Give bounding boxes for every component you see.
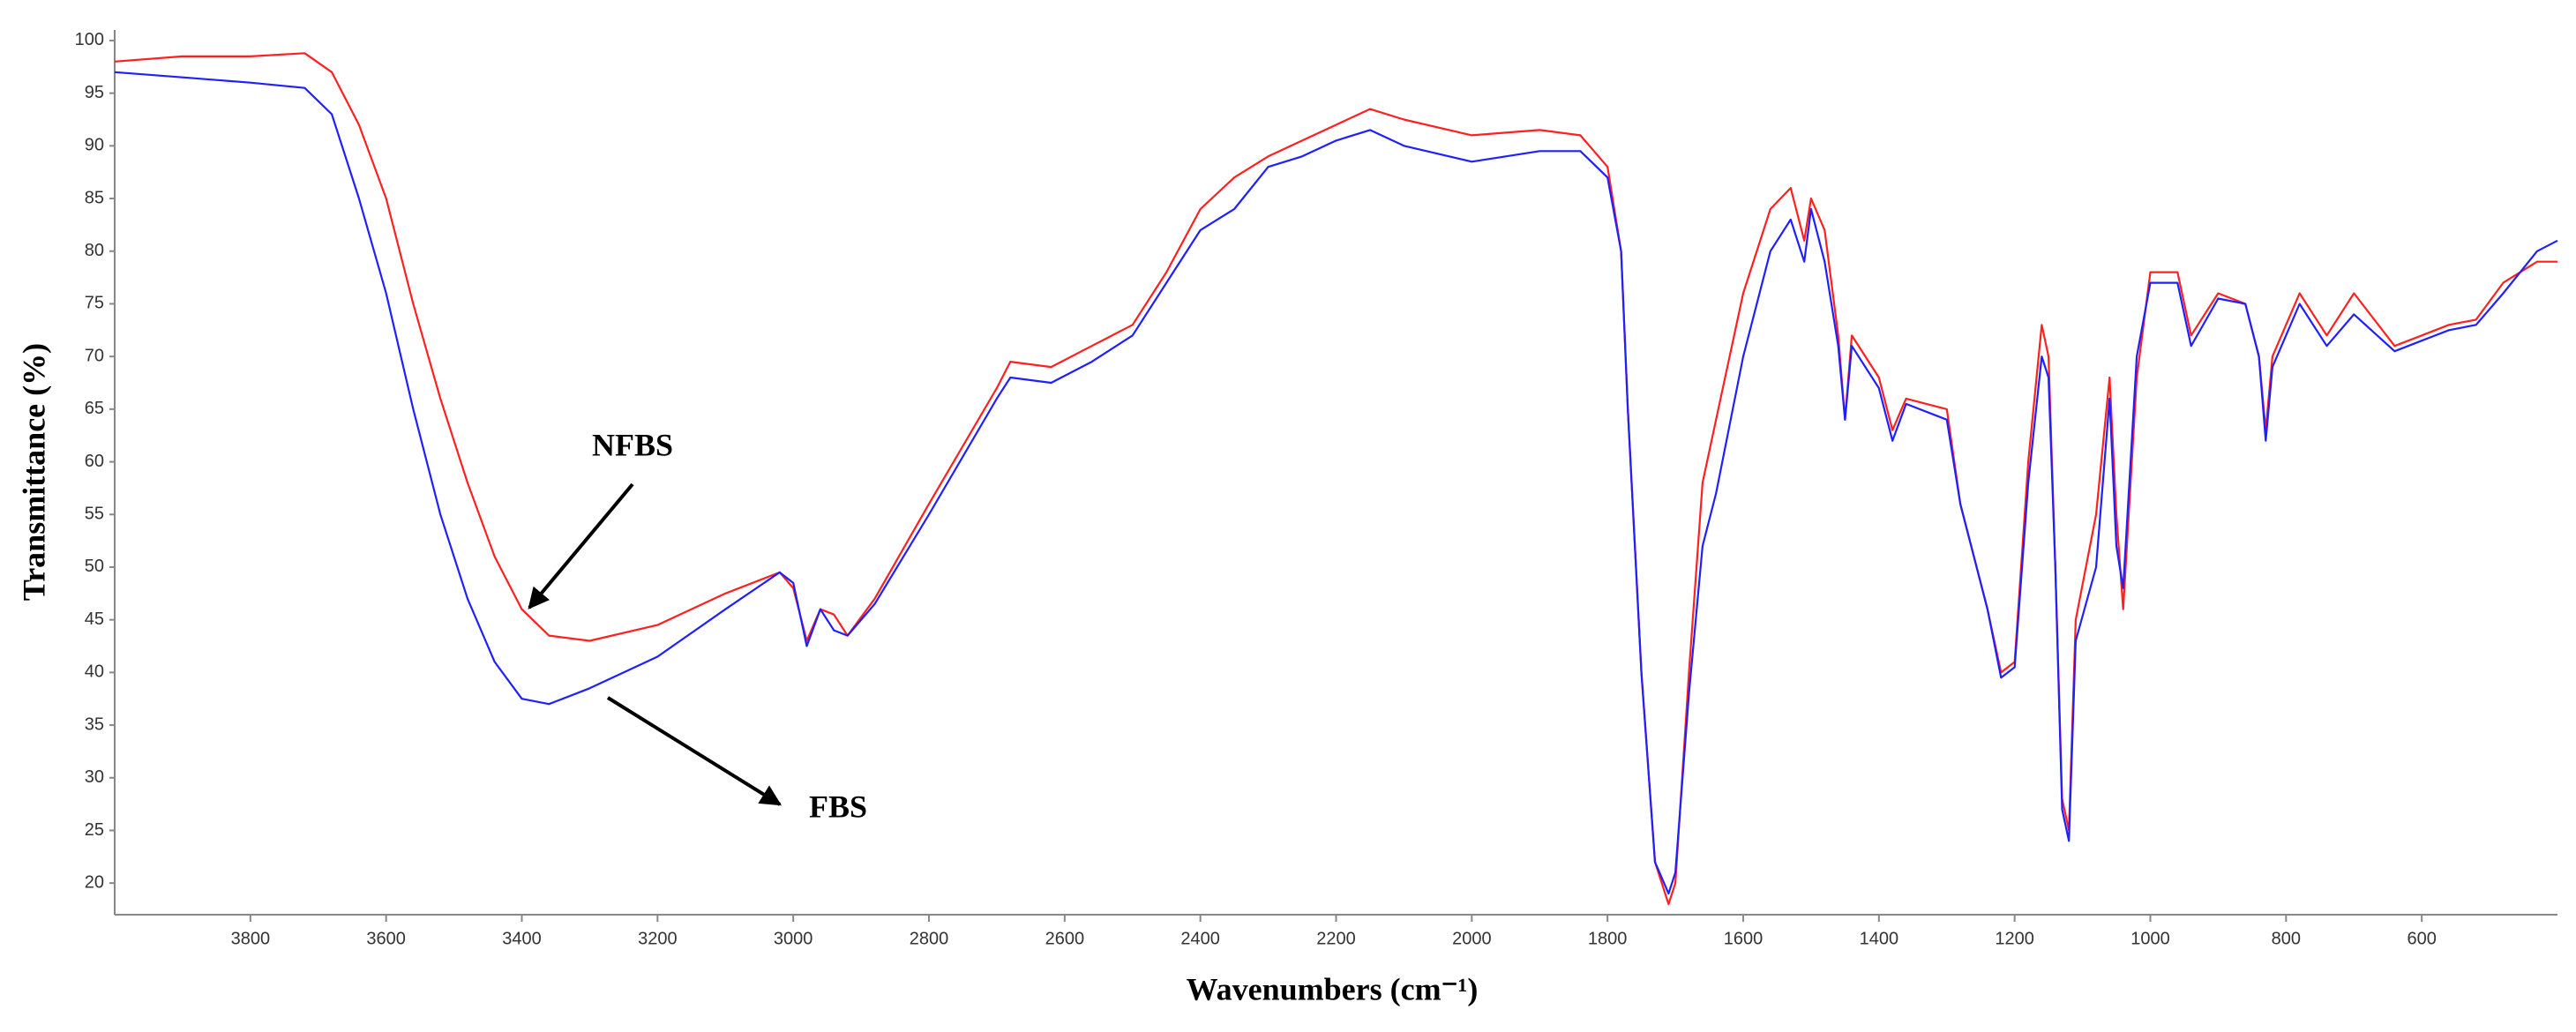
x-tick-label: 1600: [1724, 929, 1764, 948]
x-tick-label: 3800: [231, 929, 271, 948]
y-axis-title: Transmittance (%): [16, 343, 51, 601]
y-tick-label: 50: [85, 557, 104, 576]
y-tick-label: 30: [85, 767, 104, 787]
y-tick-label: 20: [85, 872, 104, 892]
y-tick-label: 85: [85, 188, 104, 207]
x-tick-label: 3400: [502, 929, 542, 948]
y-tick-label: 70: [85, 346, 104, 365]
x-tick-label: 1400: [1860, 929, 1899, 948]
series-line: [114, 52, 2557, 906]
x-tick-label: 2800: [910, 929, 949, 948]
x-tick-label: 1800: [1588, 929, 1628, 948]
x-tick-label: 600: [2407, 929, 2436, 948]
annotation: NFBS: [592, 427, 673, 462]
y-tick-label: 60: [85, 452, 104, 471]
y-tick-label: 45: [85, 609, 104, 629]
y-tick-label: 35: [85, 714, 104, 734]
x-tick-label: 3200: [638, 929, 678, 948]
y-tick-label: 40: [85, 662, 104, 682]
y-tick-label: 80: [85, 241, 104, 260]
arrow: [606, 696, 783, 806]
y-tick-label: 100: [75, 30, 104, 49]
y-tick-label: 65: [85, 399, 104, 418]
x-tick-label: 800: [2272, 929, 2301, 948]
x-tick-label: 2000: [1452, 929, 1492, 948]
x-tick-label: 2200: [1316, 929, 1356, 948]
annotation: FBS: [809, 789, 867, 824]
x-tick-label: 3000: [774, 929, 813, 948]
series-line: [114, 71, 2558, 895]
y-tick-label: 25: [85, 820, 104, 840]
y-tick-label: 55: [85, 505, 104, 524]
arrow: [528, 482, 634, 609]
x-axis-title: Wavenumbers (cm⁻¹): [1187, 971, 1479, 1006]
x-tick-label: 1000: [2130, 929, 2170, 948]
y-tick-label: 90: [85, 136, 104, 155]
y-tick-label: 75: [85, 294, 104, 313]
x-tick-label: 1200: [1995, 929, 2034, 948]
x-tick-label: 3600: [366, 929, 406, 948]
y-tick-label: 95: [85, 83, 104, 102]
x-tick-label: 2400: [1180, 929, 1220, 948]
x-tick-label: 2600: [1045, 929, 1085, 948]
